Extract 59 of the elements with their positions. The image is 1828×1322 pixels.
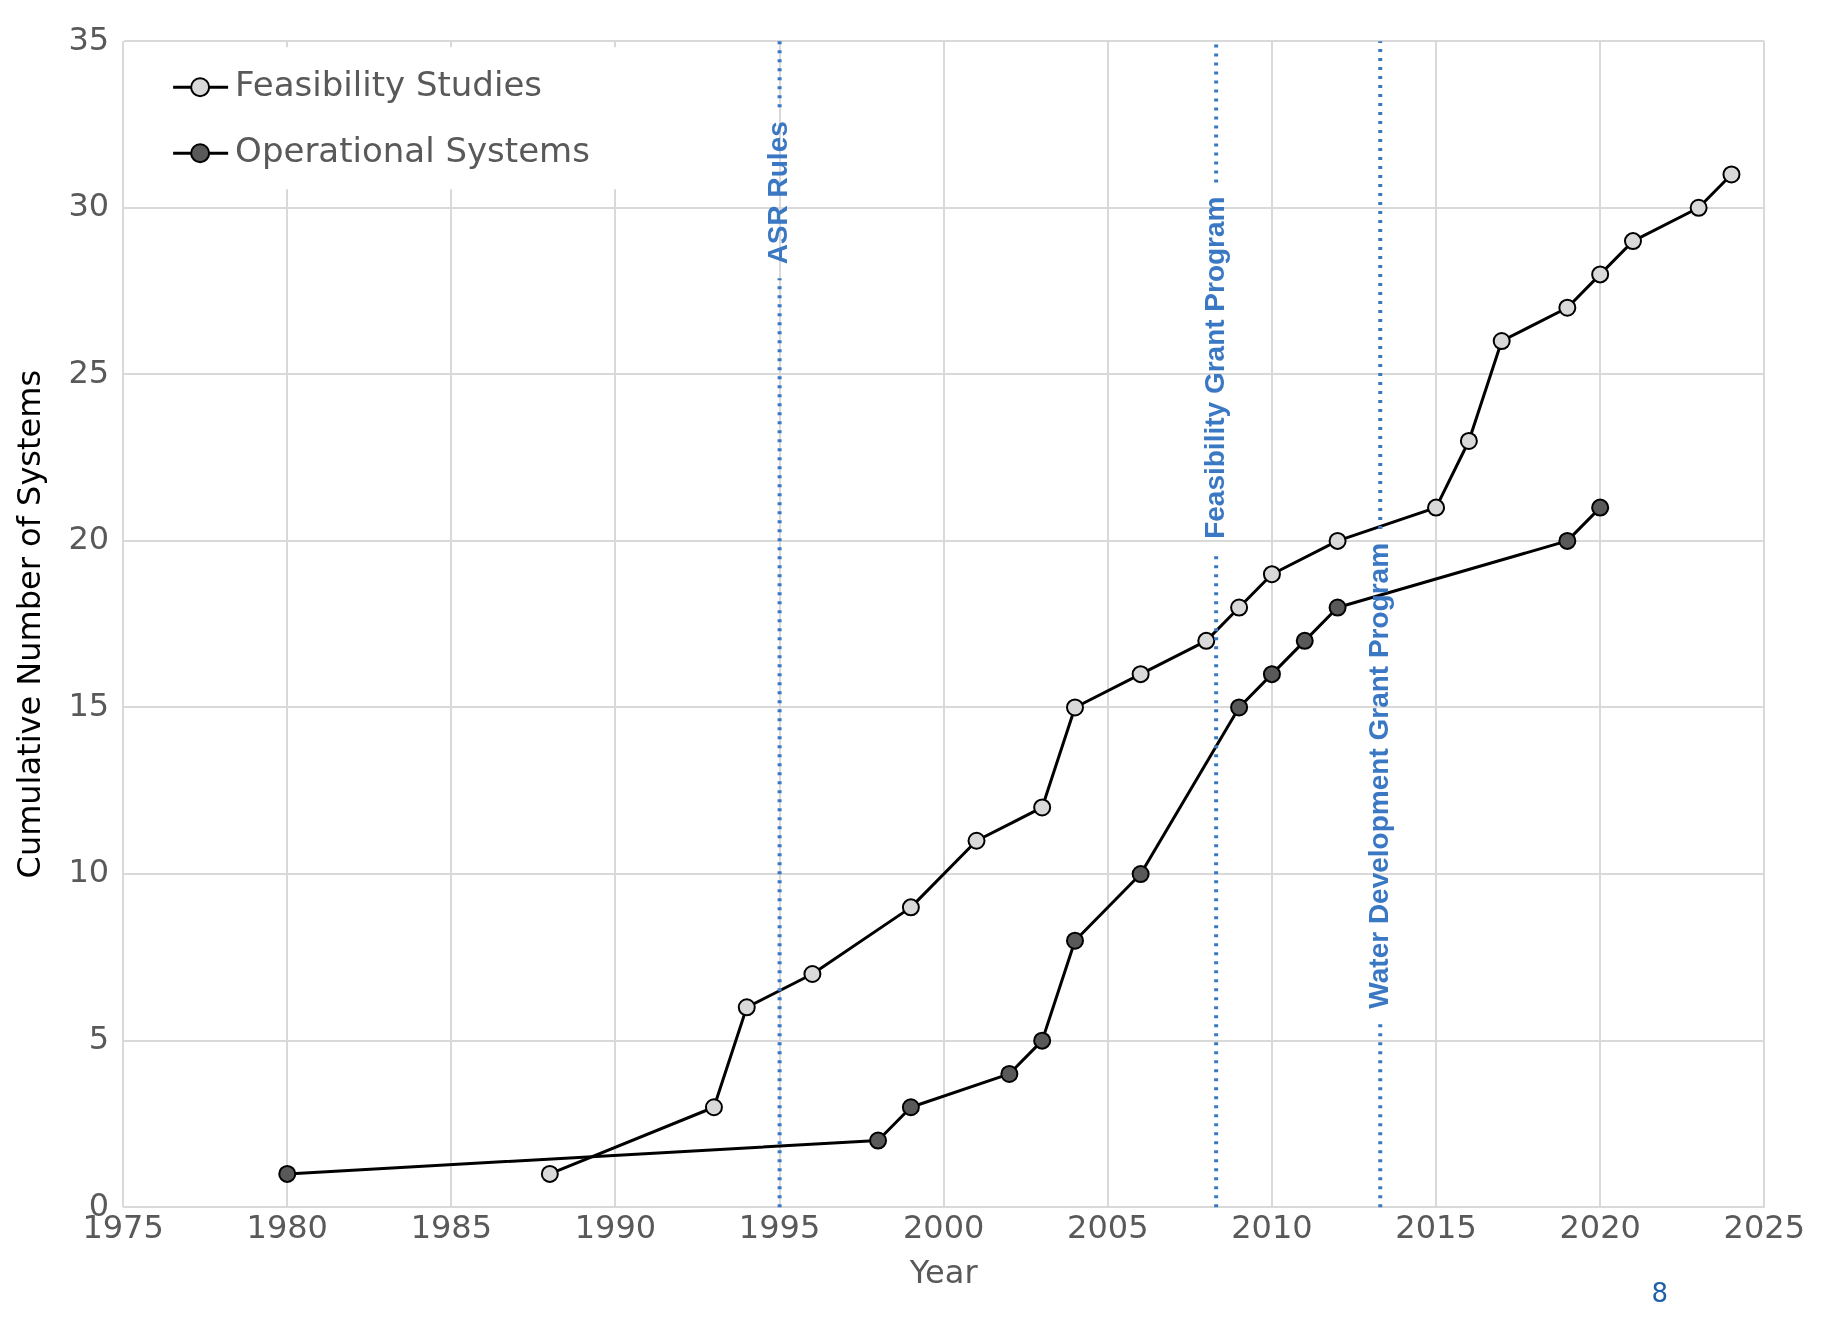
ref-line-label: Water Development Grant Program	[1362, 542, 1394, 1009]
point	[1197, 631, 1216, 650]
x-tick-label: 2005	[1067, 1207, 1149, 1246]
point	[1591, 498, 1610, 517]
point	[1230, 598, 1249, 617]
point	[540, 1164, 559, 1183]
point	[1065, 698, 1084, 717]
ref-line-label: ASR Rules	[762, 121, 794, 265]
y-tick-label: 15	[68, 685, 110, 724]
point	[1623, 232, 1642, 251]
y-tick-label: 35	[68, 19, 110, 58]
x-tick-label: 1985	[410, 1207, 493, 1246]
x-axis-title: Year	[908, 1253, 979, 1292]
point	[1131, 665, 1150, 684]
point	[1328, 598, 1347, 617]
x-tick-label: 1995	[738, 1207, 821, 1246]
point	[1033, 1031, 1052, 1050]
y-tick-label: 20	[68, 519, 110, 558]
point	[1722, 165, 1741, 184]
point	[1591, 265, 1610, 284]
point	[1262, 665, 1281, 684]
point	[1328, 531, 1347, 550]
y-tick-label: 30	[68, 186, 110, 225]
point	[704, 1098, 723, 1117]
point	[1558, 298, 1577, 317]
point	[803, 965, 822, 983]
point	[1230, 698, 1249, 717]
y-axis-title: Cumulative Number of Systems	[9, 369, 48, 879]
point	[1492, 332, 1511, 351]
legend-label: Operational Systems	[235, 130, 590, 171]
point	[1295, 631, 1314, 650]
legend-label: Feasibility Studies	[235, 64, 543, 105]
x-tick-label: 1990	[574, 1207, 657, 1246]
point	[1558, 531, 1577, 550]
point	[1459, 431, 1478, 450]
x-tick-label: 2015	[1395, 1207, 1477, 1246]
x-tick-label: 2000	[902, 1207, 985, 1246]
point	[1065, 931, 1084, 950]
point	[1033, 798, 1052, 817]
point	[1262, 565, 1281, 584]
x-tick-label: 2025	[1723, 1207, 1805, 1246]
y-tick-label: 25	[68, 352, 110, 391]
point	[901, 1098, 920, 1117]
x-tick-label: 2020	[1559, 1207, 1641, 1246]
x-tick-label: 1980	[246, 1207, 328, 1246]
y-tick-label: 10	[68, 852, 110, 891]
point	[967, 831, 986, 850]
text: 8	[1651, 1278, 1668, 1308]
x-tick-label: 2010	[1231, 1207, 1313, 1246]
point	[1000, 1064, 1019, 1083]
point	[1427, 498, 1446, 517]
point	[278, 1164, 297, 1183]
point	[869, 1131, 888, 1150]
point	[1131, 865, 1150, 884]
point	[737, 998, 756, 1017]
point	[901, 898, 920, 917]
y-tick-label: 5	[88, 1018, 110, 1057]
point	[1689, 198, 1708, 217]
ref-line-label: Feasibility Grant Program	[1198, 196, 1230, 539]
